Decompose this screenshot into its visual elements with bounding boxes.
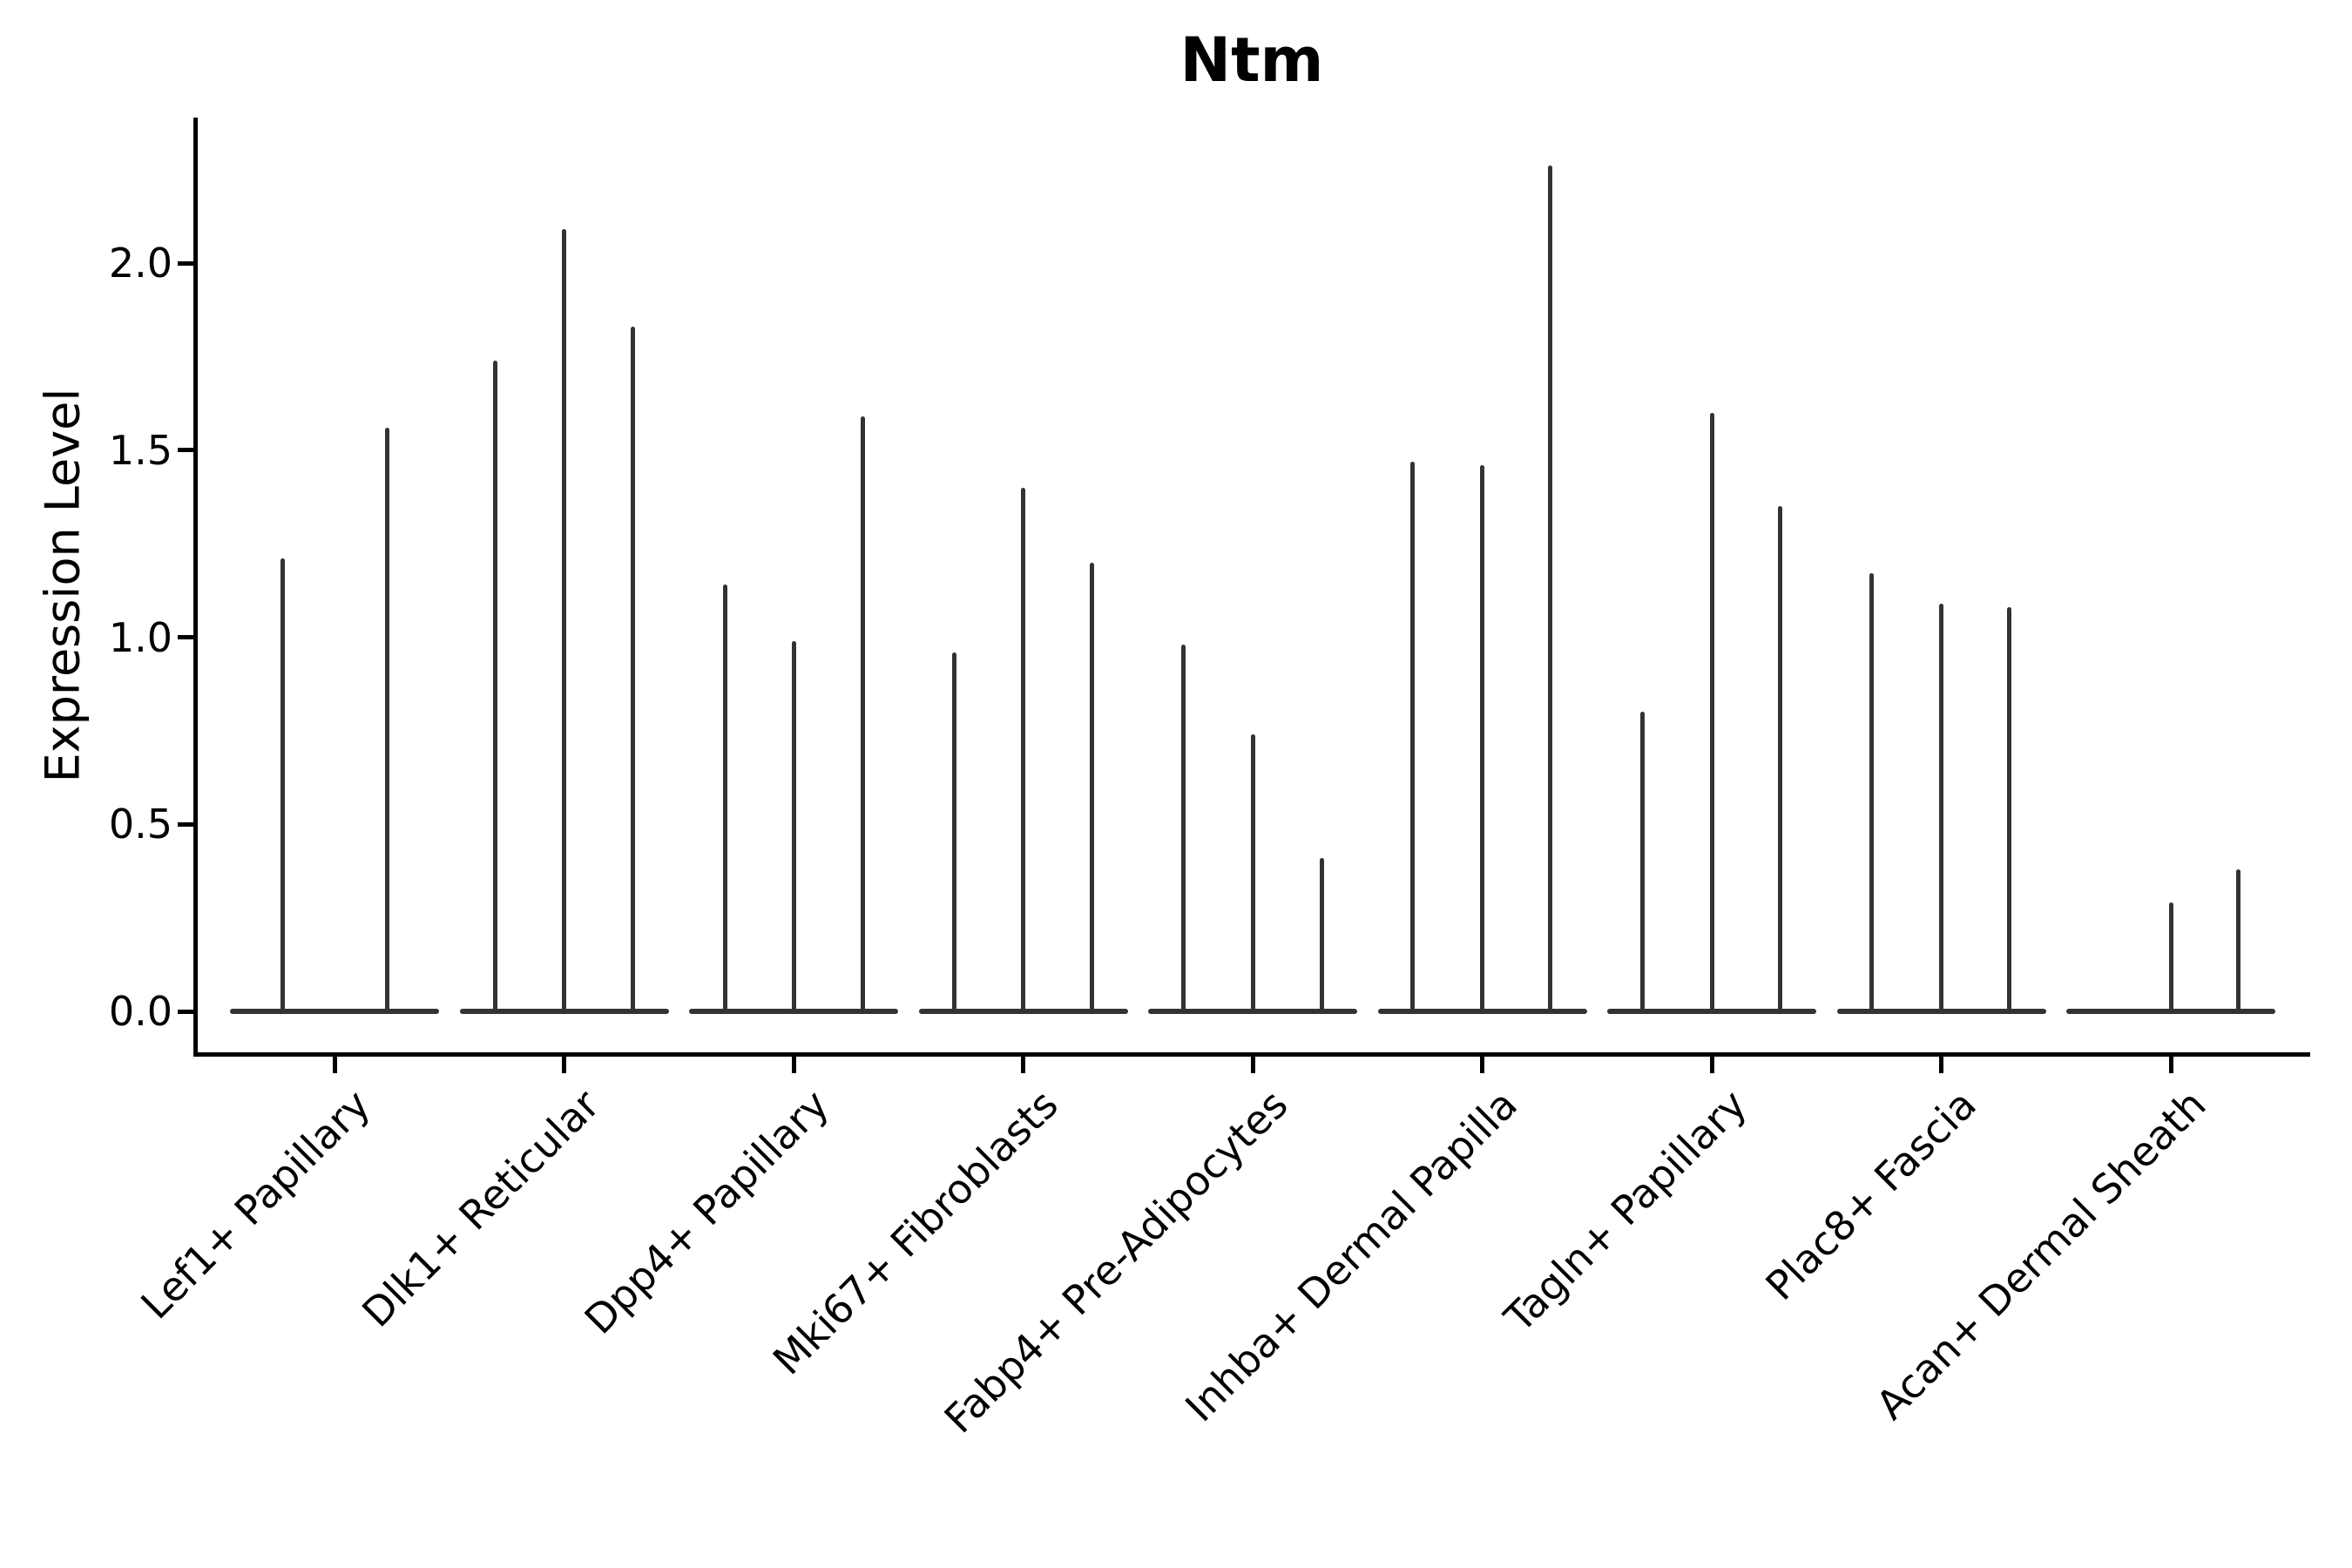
violin-spike bbox=[1709, 412, 1714, 1014]
violin-spike bbox=[791, 640, 796, 1014]
y-tick-label: 0.0 bbox=[108, 988, 172, 1035]
y-tick-mark bbox=[178, 821, 194, 827]
violin-spike bbox=[2235, 868, 2240, 1014]
violin-spike bbox=[722, 585, 727, 1014]
violin-spike bbox=[631, 327, 635, 1014]
y-tick-mark bbox=[178, 635, 194, 639]
x-tick-label: Dlk1+ Reticular bbox=[353, 1080, 609, 1336]
violin-spike bbox=[952, 652, 956, 1014]
violin-spike bbox=[1090, 562, 1094, 1014]
x-tick-mark bbox=[1480, 1056, 1484, 1073]
y-tick-label: 0.5 bbox=[108, 801, 172, 848]
x-tick-mark bbox=[2168, 1056, 2173, 1073]
violin-spike bbox=[1939, 603, 1943, 1014]
violin-spike bbox=[1869, 573, 1874, 1014]
violin-spike bbox=[280, 558, 285, 1014]
violin-spike bbox=[1021, 487, 1025, 1014]
x-tick-mark bbox=[1709, 1056, 1714, 1073]
y-axis-spine bbox=[193, 118, 198, 1057]
x-tick-mark bbox=[562, 1056, 566, 1073]
y-tick-mark bbox=[178, 1009, 194, 1014]
x-tick-mark bbox=[1250, 1056, 1255, 1073]
violin-spike bbox=[1319, 857, 1324, 1014]
y-tick-mark bbox=[178, 448, 194, 453]
violin-spike bbox=[1639, 712, 1645, 1014]
y-tick-label: 2.0 bbox=[108, 240, 172, 287]
violin-spike bbox=[493, 360, 497, 1014]
violin-spike bbox=[2168, 902, 2173, 1014]
violin-spike bbox=[1480, 464, 1484, 1014]
x-tick-mark bbox=[1939, 1056, 1943, 1073]
x-tick-label: Dpp4+ Papillary bbox=[575, 1080, 838, 1343]
violin-spike bbox=[1777, 506, 1782, 1014]
violin-spike bbox=[1410, 461, 1415, 1014]
x-tick-mark bbox=[1021, 1056, 1025, 1073]
y-tick-label: 1.5 bbox=[108, 426, 172, 474]
violin-spike bbox=[860, 416, 865, 1014]
x-axis-spine bbox=[193, 1052, 2310, 1057]
violin-spike bbox=[1250, 734, 1255, 1014]
violin-spike bbox=[1180, 645, 1186, 1014]
x-tick-label: Lef1+ Papillary bbox=[131, 1080, 379, 1328]
violin-spike bbox=[562, 229, 566, 1014]
violin-spike bbox=[1548, 166, 1552, 1014]
x-tick-label: Plac8+ Fascia bbox=[1756, 1080, 1986, 1309]
x-tick-mark bbox=[791, 1056, 796, 1073]
violin-spike bbox=[384, 427, 389, 1014]
y-tick-label: 1.0 bbox=[108, 613, 172, 661]
violin-spike bbox=[2007, 607, 2011, 1014]
violin-baseline bbox=[230, 1009, 439, 1014]
y-tick-mark bbox=[178, 260, 194, 266]
x-tick-label: Tagln+ Papillary bbox=[1495, 1080, 1756, 1342]
x-tick-mark bbox=[332, 1056, 337, 1073]
chart-title: Ntm bbox=[1179, 24, 1324, 96]
